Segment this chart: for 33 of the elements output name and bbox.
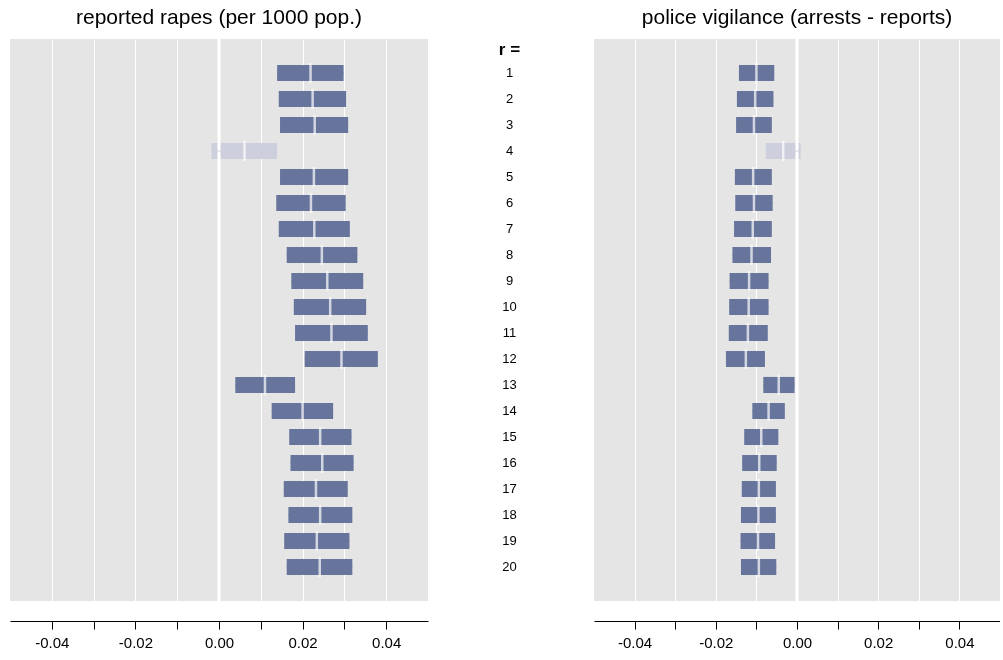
- y-tick-label: 18: [502, 506, 517, 522]
- y-tick-label: 10: [502, 299, 517, 314]
- y-tick-label: 6: [505, 195, 514, 211]
- y-tick-label: 16: [502, 454, 517, 470]
- x-tick-label: 0.04: [945, 633, 975, 651]
- x-tick-label: 0.00: [782, 633, 813, 651]
- x-tick-label: 0.02: [288, 633, 318, 651]
- x-tick-label: 0.04: [372, 633, 402, 651]
- x-tick-label: -0.02: [118, 633, 153, 651]
- chart-title: reported rapes (per 1000 pop.): [75, 4, 363, 28]
- y-tick-label: 13: [502, 376, 517, 392]
- y-tick-label: 9: [505, 273, 514, 289]
- y-tick-label: 8: [505, 247, 514, 263]
- y-tick-label: 12: [502, 350, 517, 366]
- y-tick-label: 3: [505, 117, 514, 133]
- x-tick-label: -0.04: [618, 633, 653, 651]
- x-tick-label: 0.00: [204, 633, 235, 651]
- y-axis-title: r =: [498, 39, 521, 59]
- x-tick-label: -0.04: [35, 633, 70, 651]
- x-tick-label: -0.02: [699, 633, 734, 651]
- y-tick-label: 1: [505, 65, 514, 81]
- y-tick-label: 5: [505, 169, 514, 185]
- y-tick-label: 4: [505, 143, 514, 159]
- y-tick-label: 14: [502, 402, 517, 418]
- x-tick-label: 0.02: [864, 633, 894, 651]
- y-tick-label: 7: [505, 221, 514, 237]
- y-tick-label: 11: [502, 325, 517, 340]
- chart-title: police vigilance (arrests - reports): [641, 4, 953, 28]
- y-tick-label: 15: [502, 428, 517, 444]
- y-tick-label: 20: [502, 558, 517, 574]
- y-tick-label: 19: [502, 532, 517, 548]
- y-tick-label: 17: [502, 480, 517, 496]
- y-tick-label: 2: [505, 91, 514, 107]
